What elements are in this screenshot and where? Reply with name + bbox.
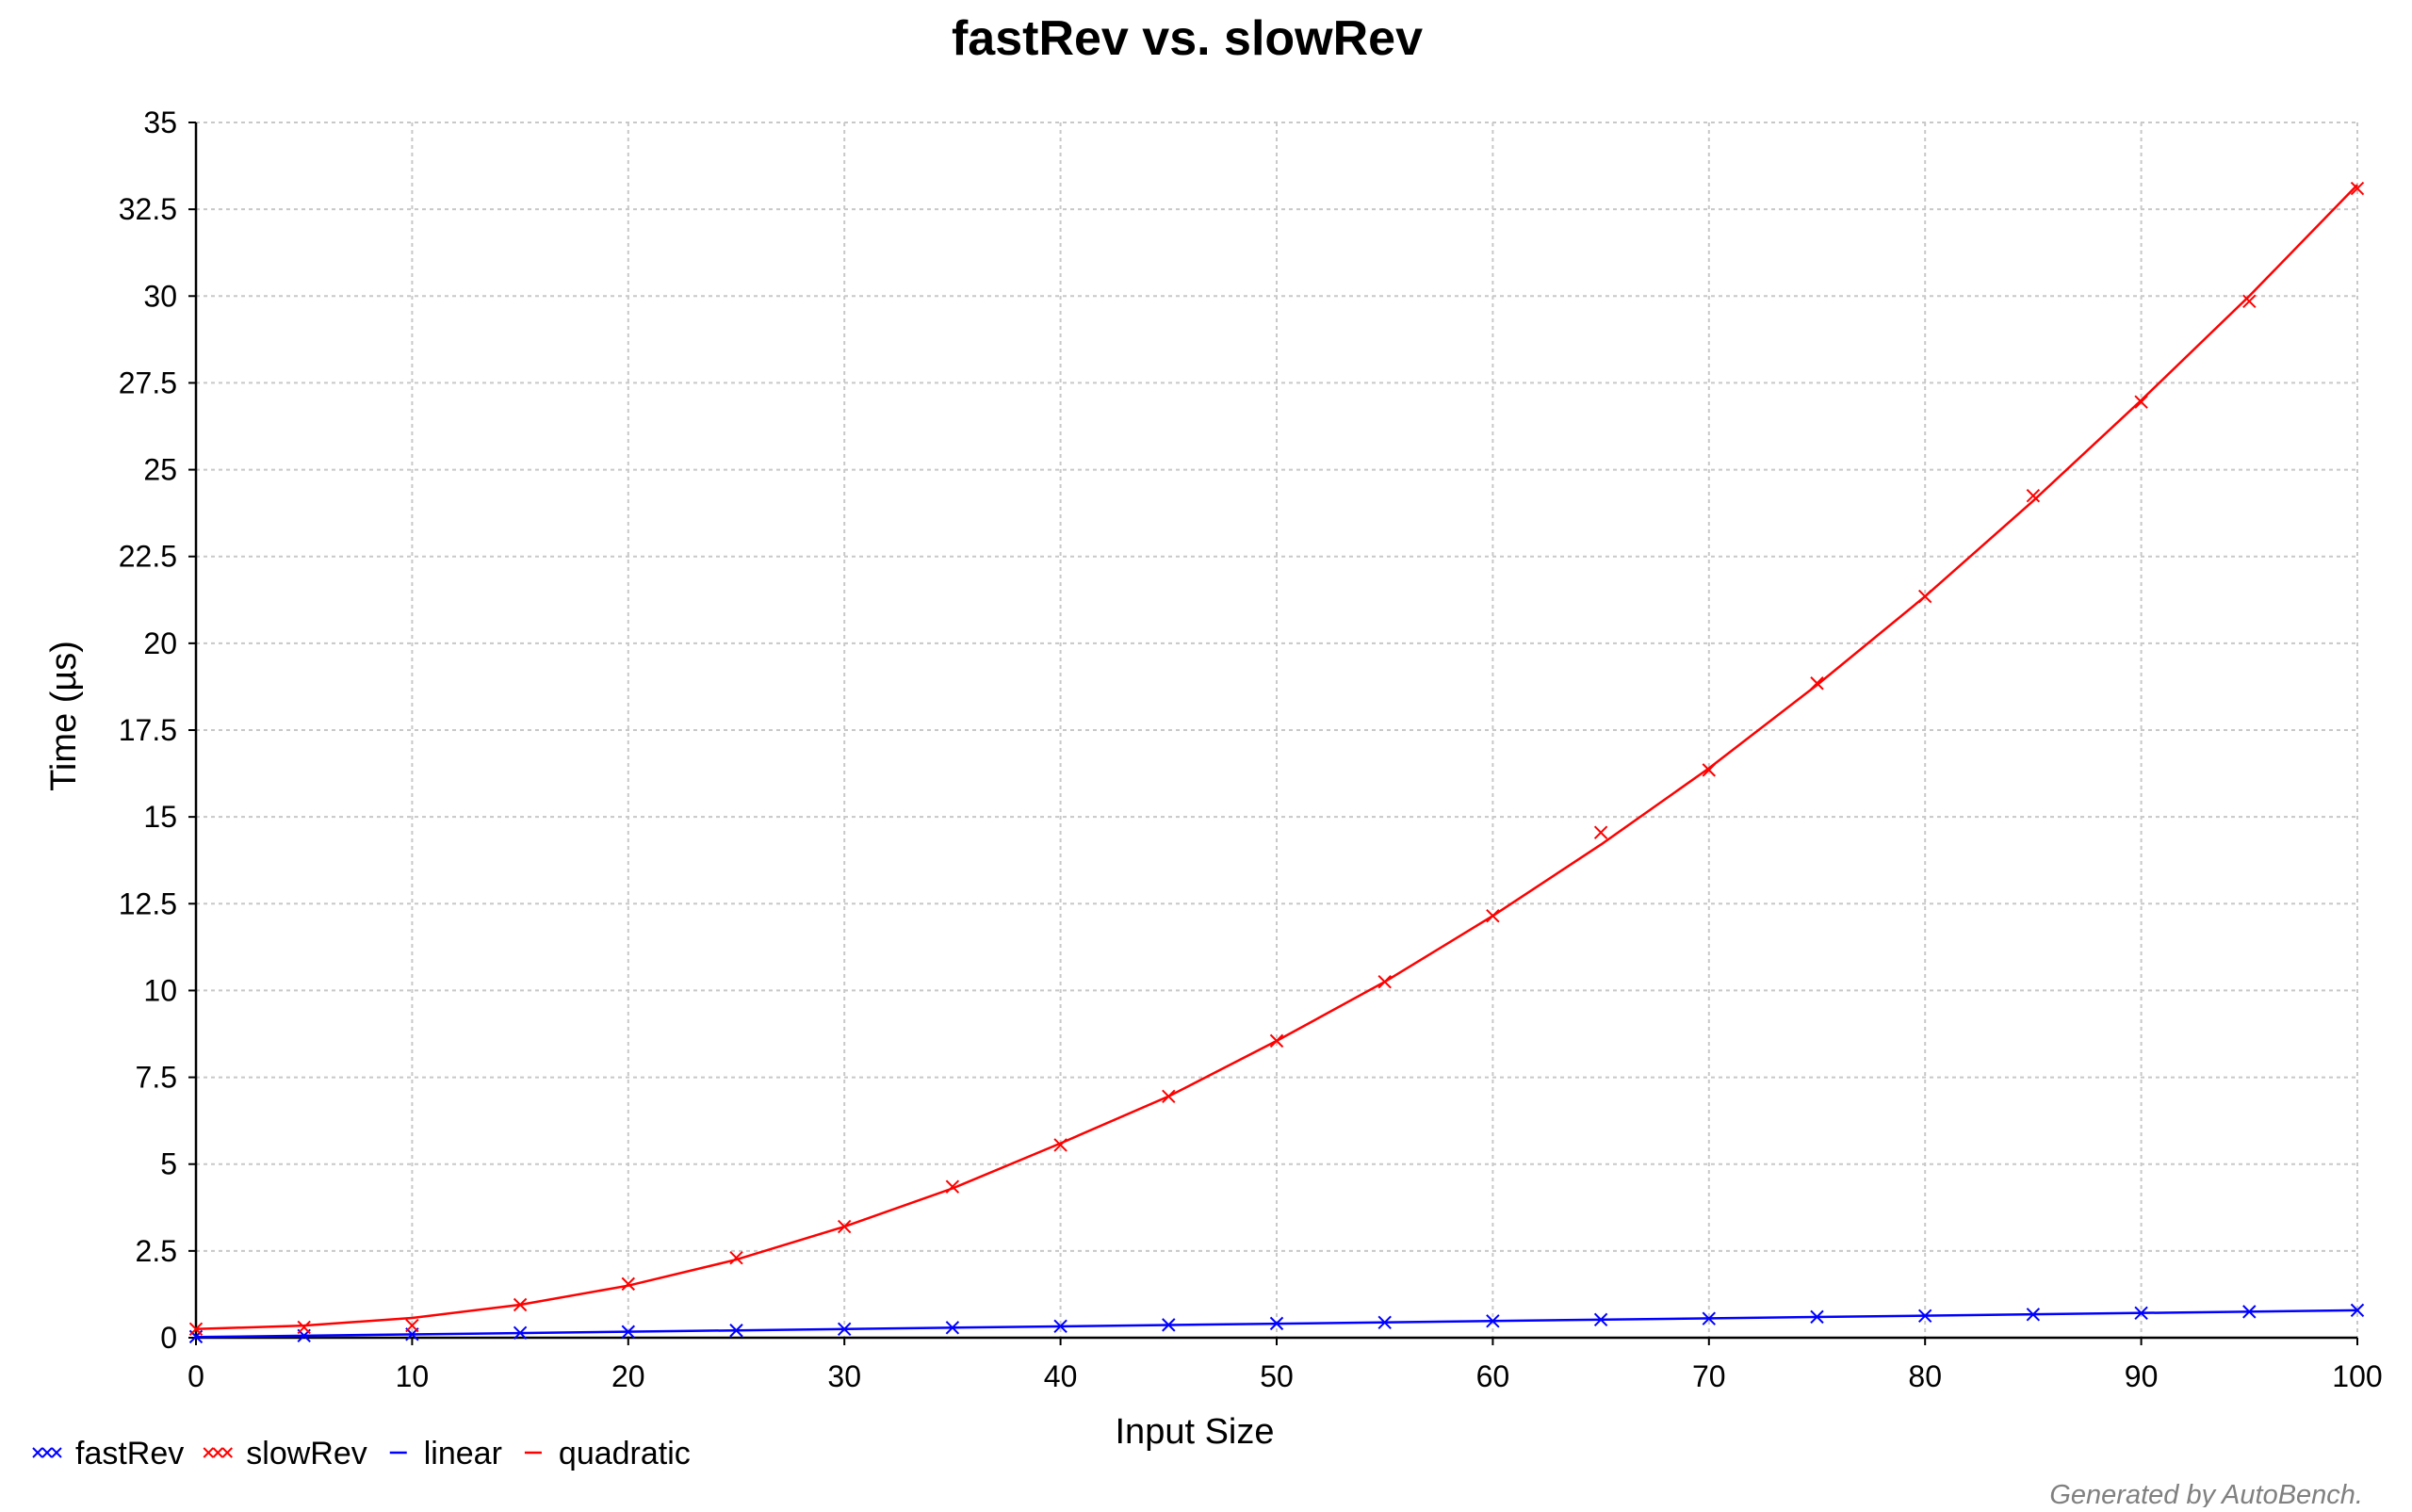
fastRev-point (837, 1322, 852, 1336)
slowRev-point (2134, 395, 2148, 409)
slowRev-point (1269, 1033, 1284, 1049)
fastRev-point (1053, 1319, 1067, 1334)
slowRev-point (188, 1322, 204, 1336)
fastRev-point (2242, 1305, 2257, 1319)
fastRev-legend-label: fastRev (75, 1436, 184, 1471)
y-tick-label: 10 (143, 973, 177, 1007)
slowRev-point (621, 1276, 636, 1292)
fastRev-point (513, 1325, 528, 1341)
y-tick-label: 17.5 (119, 713, 177, 747)
fastRev-point (2134, 1306, 2148, 1321)
fastRev-point (729, 1324, 743, 1338)
slowRev-legend-symbol (203, 1447, 233, 1458)
slowRev-point (1053, 1138, 1067, 1152)
y-axis-label: Time (µs) (44, 641, 84, 791)
x-tick-label: 20 (611, 1359, 645, 1393)
y-tick-label: 5 (160, 1147, 177, 1181)
y-tick-label: 2.5 (136, 1234, 177, 1268)
fastRev-point (1810, 1309, 1824, 1325)
fastRev-point (1162, 1318, 1176, 1332)
slowRev-point (1593, 825, 1608, 839)
x-marker-icon (41, 1447, 53, 1458)
fastRev-point (2350, 1303, 2365, 1318)
x-tick-label: 40 (1044, 1359, 1078, 1393)
y-tick-label: 27.5 (119, 366, 177, 399)
x-tick-label: 90 (2125, 1359, 2159, 1393)
fastRev-point (2026, 1308, 2041, 1322)
fastRev-legend-symbol (32, 1447, 62, 1458)
fastRev-point (1377, 1315, 1392, 1329)
slowRev-point (837, 1219, 852, 1234)
y-tick-label: 12.5 (119, 886, 177, 920)
slowRev-point (1810, 676, 1824, 691)
slowRev-point (2026, 489, 2041, 503)
fastRev-point (945, 1321, 960, 1335)
y-tick-label: 20 (143, 626, 177, 660)
fastRev-point (1486, 1314, 1500, 1328)
y-tick-label: 22.5 (119, 540, 177, 574)
fastRev-point (1593, 1312, 1608, 1327)
footer-credit: Generated by AutoBench. (2049, 1480, 2363, 1507)
y-tick-label: 35 (143, 106, 177, 139)
slowRev-point (1377, 975, 1392, 989)
x-marker-icon (212, 1447, 223, 1458)
slowRev-point (297, 1320, 311, 1335)
y-tick-label: 32.5 (119, 192, 177, 226)
y-tick-label: 15 (143, 800, 177, 834)
axes-layer: 0 10 20 30 40 50 60 70 80 90 100 0 2.5 5 7.5 10 12.5 15 17… (119, 106, 2383, 1393)
x-tick-label: 100 (2332, 1359, 2382, 1393)
x-tick-label: 30 (827, 1359, 861, 1393)
y-tick-label: 30 (143, 279, 177, 313)
chart-title: fastRev vs. slowRev (952, 11, 1423, 66)
x-marker-icon (51, 1447, 62, 1458)
fastRev-point (1269, 1316, 1284, 1331)
slowRev-point (1162, 1089, 1176, 1104)
labels-layer: fastRev vs. slowRev Input Size Time (µs)… (44, 11, 2363, 1510)
x-axis-label: Input Size (1116, 1412, 1275, 1452)
fastRev-point (1702, 1311, 1717, 1325)
slowRev-point (2350, 181, 2365, 196)
x-tick-label: 60 (1476, 1359, 1510, 1393)
y-tick-label: 0 (160, 1321, 177, 1355)
legend: fastRev slowRev linear quadratic (32, 1436, 691, 1471)
slowRev-legend-label: slowRev (246, 1436, 367, 1471)
y-tick-label: 7.5 (136, 1061, 177, 1095)
x-marker-icon (203, 1447, 214, 1458)
x-tick-label: 70 (1692, 1359, 1726, 1393)
slowRev-point (945, 1179, 960, 1194)
x-marker-icon (32, 1447, 43, 1458)
slowRev-point (405, 1318, 419, 1333)
linear-legend-label: linear (424, 1436, 502, 1471)
quadratic-legend-label: quadratic (559, 1436, 691, 1471)
series-layer (188, 181, 2365, 1344)
slowRev-point (1702, 763, 1717, 777)
y-tick-label: 25 (143, 453, 177, 487)
slowRev-point (729, 1251, 743, 1265)
grid-layer (196, 122, 2358, 1338)
x-tick-label: 0 (187, 1359, 204, 1393)
x-tick-label: 50 (1260, 1359, 1294, 1393)
fastRev-point (621, 1325, 636, 1339)
slowRev-point (1917, 589, 1932, 604)
x-tick-label: 10 (396, 1359, 430, 1393)
slowRev-point (1486, 908, 1500, 923)
slowRev-point (513, 1297, 528, 1312)
x-tick-label: 80 (1908, 1359, 1942, 1393)
fastRev-point (1917, 1309, 1932, 1323)
slowRev-point (2242, 294, 2257, 309)
x-marker-icon (221, 1447, 233, 1458)
